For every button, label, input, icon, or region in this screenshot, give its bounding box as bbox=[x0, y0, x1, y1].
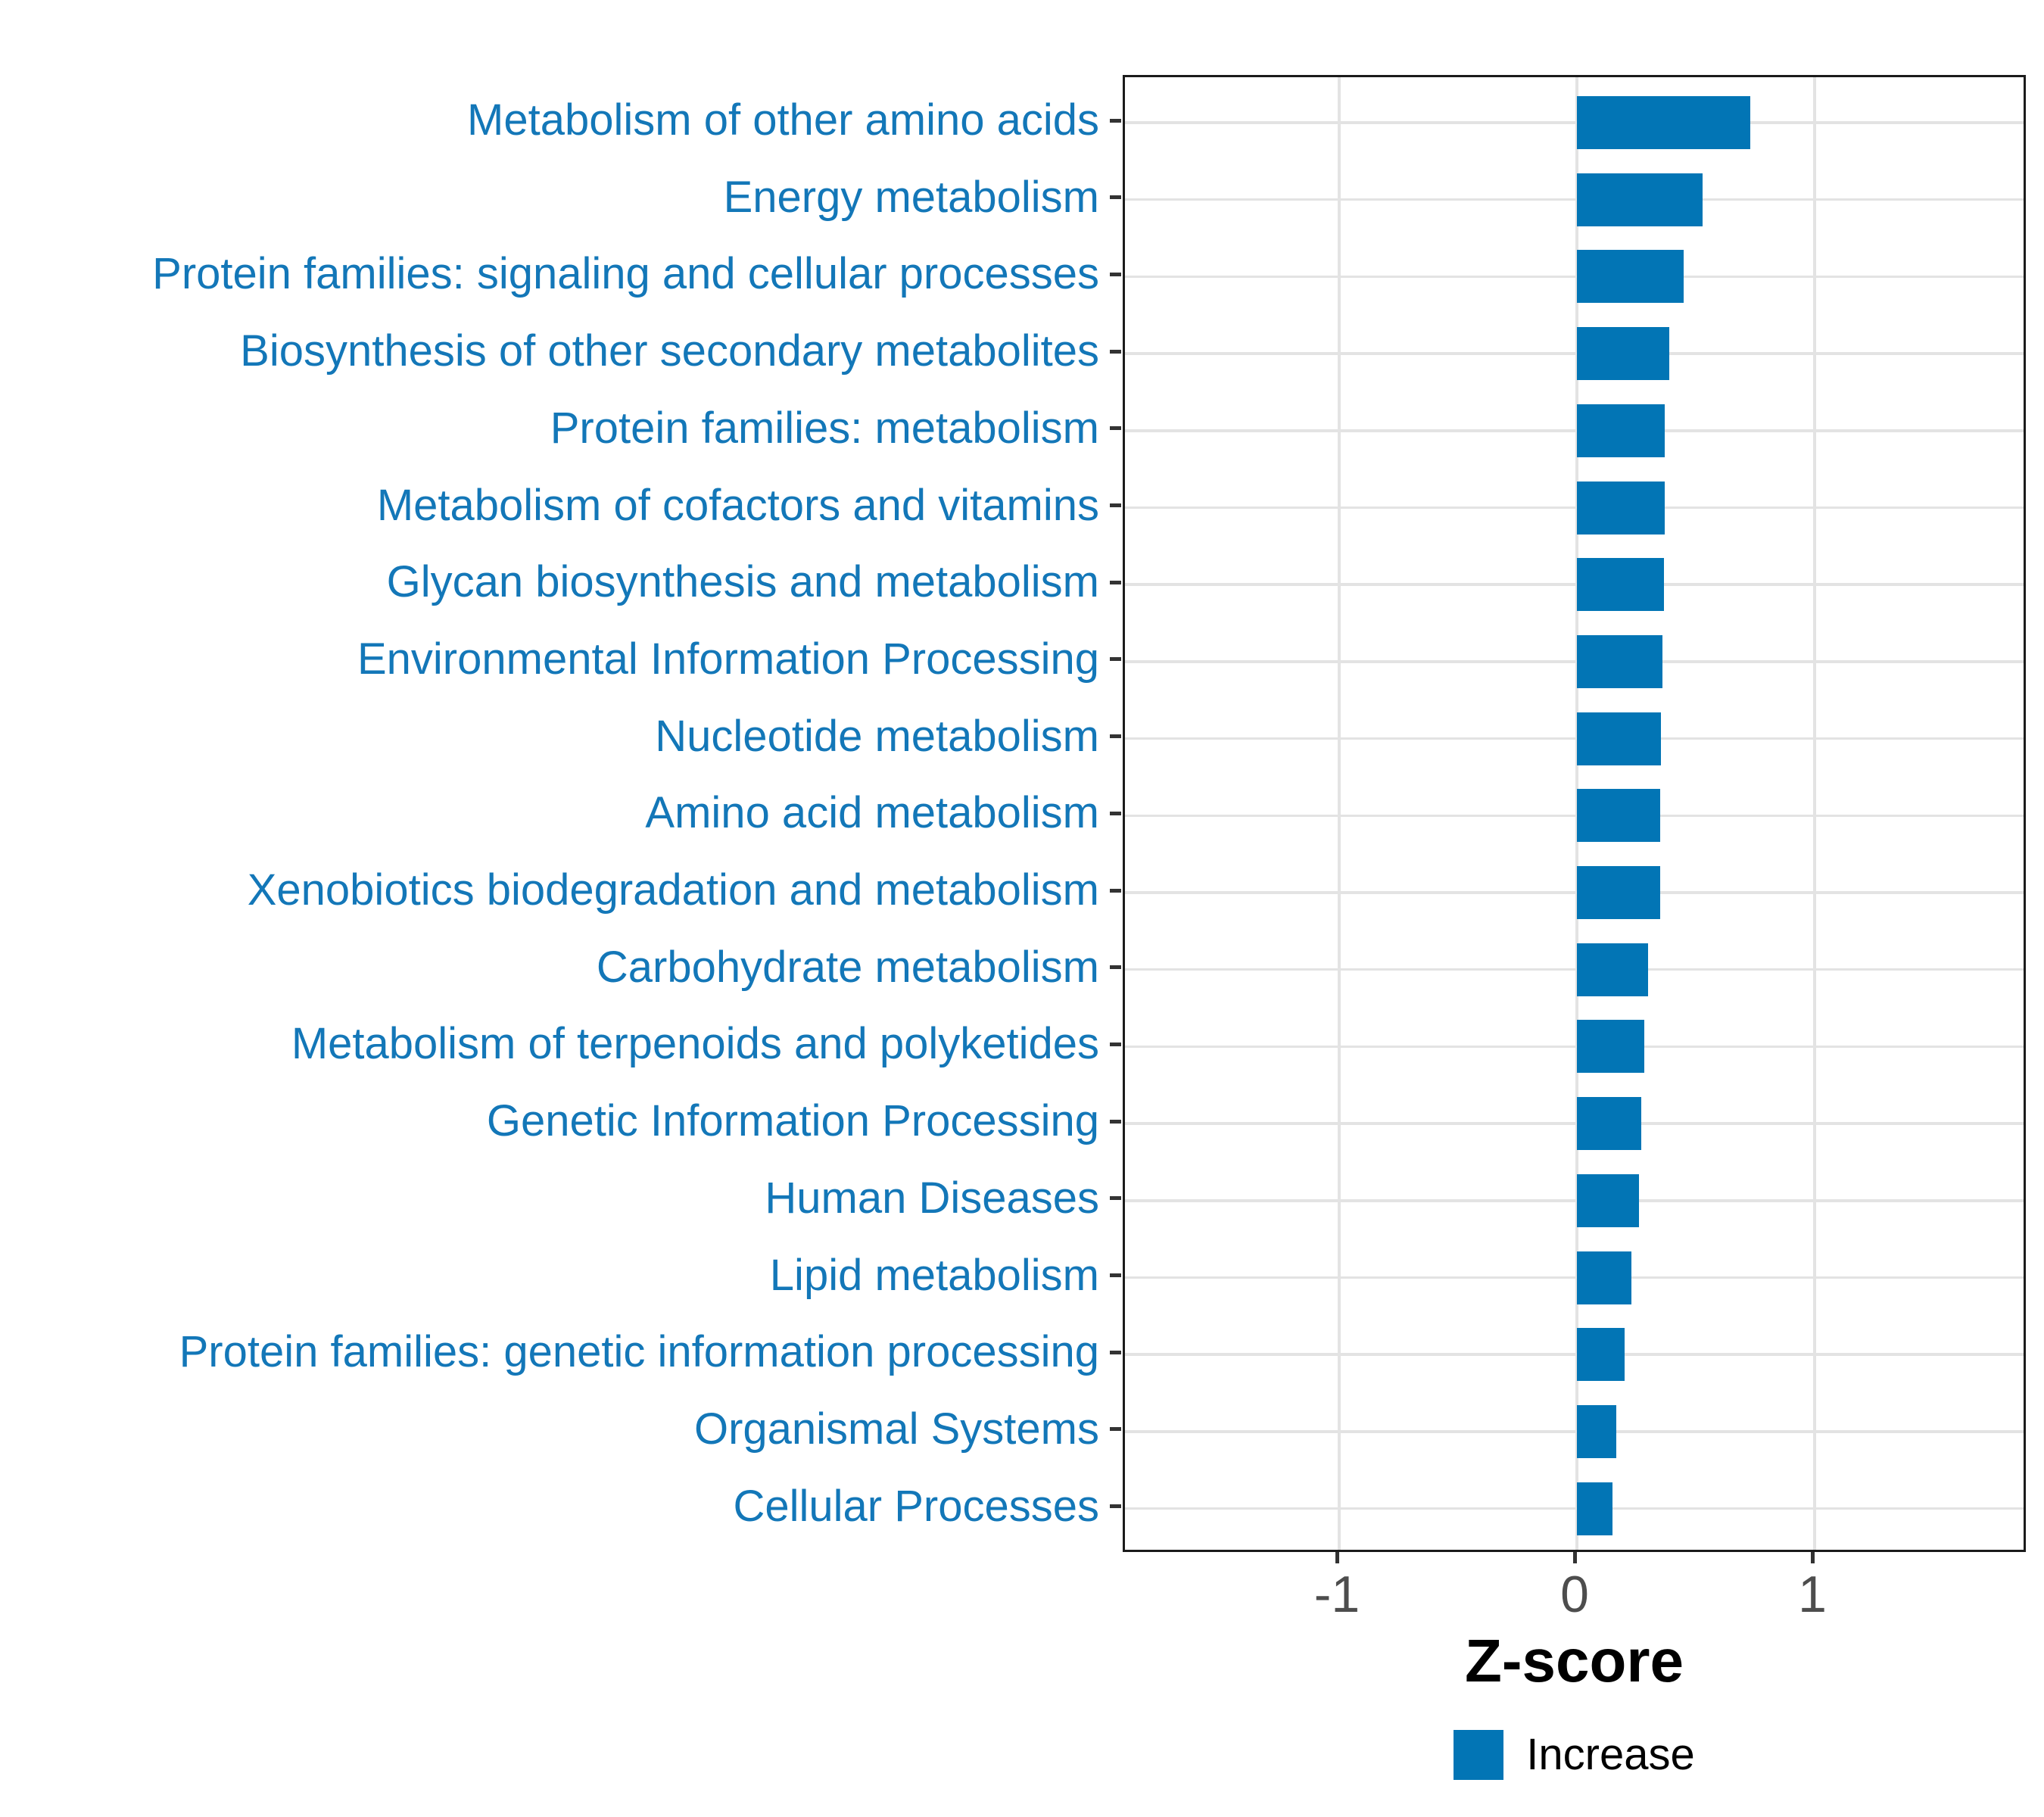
y-axis-label: Lipid metabolism bbox=[769, 1250, 1099, 1300]
y-tick-mark bbox=[1110, 1504, 1121, 1509]
x-tick-label: 0 bbox=[1560, 1566, 1589, 1623]
h-gridline bbox=[1125, 814, 2024, 818]
x-tick-mark bbox=[1335, 1552, 1339, 1563]
h-gridline bbox=[1125, 121, 2024, 124]
h-gridline bbox=[1125, 583, 2024, 586]
y-axis-label: Nucleotide metabolism bbox=[655, 711, 1099, 761]
h-gridline bbox=[1125, 1122, 2024, 1125]
v-gridline bbox=[1338, 77, 1341, 1550]
h-gridline bbox=[1125, 275, 2024, 279]
bar bbox=[1577, 250, 1684, 304]
bar bbox=[1577, 327, 1670, 381]
y-tick-mark bbox=[1110, 1119, 1121, 1124]
h-gridline bbox=[1125, 968, 2024, 971]
h-gridline bbox=[1125, 198, 2024, 201]
y-tick-mark bbox=[1110, 734, 1121, 739]
y-axis-label: Cellular Processes bbox=[733, 1481, 1099, 1531]
y-axis-label: Xenobiotics biodegradation and metabolis… bbox=[247, 865, 1099, 915]
bar bbox=[1577, 1482, 1613, 1535]
y-tick-mark bbox=[1110, 1427, 1121, 1432]
x-tick-mark bbox=[1810, 1552, 1815, 1563]
plot-panel bbox=[1123, 75, 2026, 1552]
legend-label-increase: Increase bbox=[1526, 1730, 1695, 1779]
h-gridline bbox=[1125, 1430, 2024, 1433]
y-axis-label: Carbohydrate metabolism bbox=[596, 942, 1099, 992]
y-tick-mark bbox=[1110, 580, 1121, 584]
h-gridline bbox=[1125, 891, 2024, 894]
h-gridline bbox=[1125, 429, 2024, 432]
bar bbox=[1577, 1328, 1625, 1382]
y-tick-mark bbox=[1110, 195, 1121, 200]
y-axis-label: Protein families: signaling and cellular… bbox=[152, 249, 1099, 299]
bar bbox=[1577, 789, 1660, 843]
y-axis-label: Environmental Information Processing bbox=[357, 634, 1099, 684]
x-tick-label: 1 bbox=[1798, 1566, 1827, 1623]
y-tick-mark bbox=[1110, 503, 1121, 507]
h-gridline bbox=[1125, 352, 2024, 355]
h-gridline bbox=[1125, 737, 2024, 740]
h-gridline bbox=[1125, 1353, 2024, 1356]
y-axis-label: Metabolism of other amino acids bbox=[467, 95, 1099, 145]
bar bbox=[1577, 96, 1751, 149]
bar bbox=[1577, 558, 1664, 612]
y-axis-label: Metabolism of cofactors and vitamins bbox=[376, 480, 1099, 530]
y-tick-mark bbox=[1110, 426, 1121, 431]
y-axis-label: Glycan biosynthesis and metabolism bbox=[386, 557, 1099, 607]
legend: Increase bbox=[1123, 1725, 2026, 1785]
y-axis-label: Organismal Systems bbox=[693, 1404, 1099, 1454]
bar bbox=[1577, 1173, 1639, 1227]
y-tick-mark bbox=[1110, 1042, 1121, 1046]
y-axis-label: Biosynthesis of other secondary metaboli… bbox=[240, 326, 1099, 376]
bar bbox=[1577, 634, 1663, 688]
h-gridline bbox=[1125, 506, 2024, 510]
y-tick-mark bbox=[1110, 272, 1121, 276]
legend-swatch-increase bbox=[1454, 1730, 1504, 1780]
h-gridline bbox=[1125, 1199, 2024, 1202]
h-gridline bbox=[1125, 1276, 2024, 1279]
y-axis-label: Human Diseases bbox=[765, 1173, 1099, 1223]
y-tick-mark bbox=[1110, 118, 1121, 123]
bar bbox=[1577, 866, 1660, 919]
y-tick-mark bbox=[1110, 888, 1121, 893]
bar bbox=[1577, 1251, 1632, 1304]
y-tick-mark bbox=[1110, 349, 1121, 354]
y-tick-mark bbox=[1110, 811, 1121, 815]
bar bbox=[1577, 1020, 1645, 1074]
bar bbox=[1577, 173, 1703, 226]
x-tick-mark bbox=[1572, 1552, 1577, 1563]
bar bbox=[1577, 943, 1649, 996]
x-axis-title: Z-score bbox=[1465, 1627, 1684, 1694]
y-axis-label: Metabolism of terpenoids and polyketides bbox=[291, 1019, 1099, 1069]
h-gridline bbox=[1125, 1045, 2024, 1049]
bar bbox=[1577, 481, 1665, 535]
y-axis-label: Protein families: metabolism bbox=[550, 403, 1099, 453]
x-tick-label: -1 bbox=[1313, 1566, 1360, 1623]
h-gridline bbox=[1125, 660, 2024, 663]
y-tick-mark bbox=[1110, 1196, 1121, 1201]
y-tick-mark bbox=[1110, 965, 1121, 970]
h-gridline bbox=[1125, 1507, 2024, 1510]
bar bbox=[1577, 404, 1665, 457]
y-axis-label: Genetic Information Processing bbox=[486, 1096, 1099, 1146]
bar bbox=[1577, 712, 1662, 765]
y-tick-mark bbox=[1110, 1273, 1121, 1277]
bar bbox=[1577, 1097, 1641, 1151]
y-tick-mark bbox=[1110, 657, 1121, 662]
bar bbox=[1577, 1404, 1616, 1458]
y-axis-label: Protein families: genetic information pr… bbox=[179, 1327, 1099, 1377]
y-axis-label: Energy metabolism bbox=[723, 172, 1099, 222]
y-tick-mark bbox=[1110, 1350, 1121, 1354]
v-gridline bbox=[1813, 77, 1816, 1550]
y-axis-label: Amino acid metabolism bbox=[645, 788, 1099, 838]
